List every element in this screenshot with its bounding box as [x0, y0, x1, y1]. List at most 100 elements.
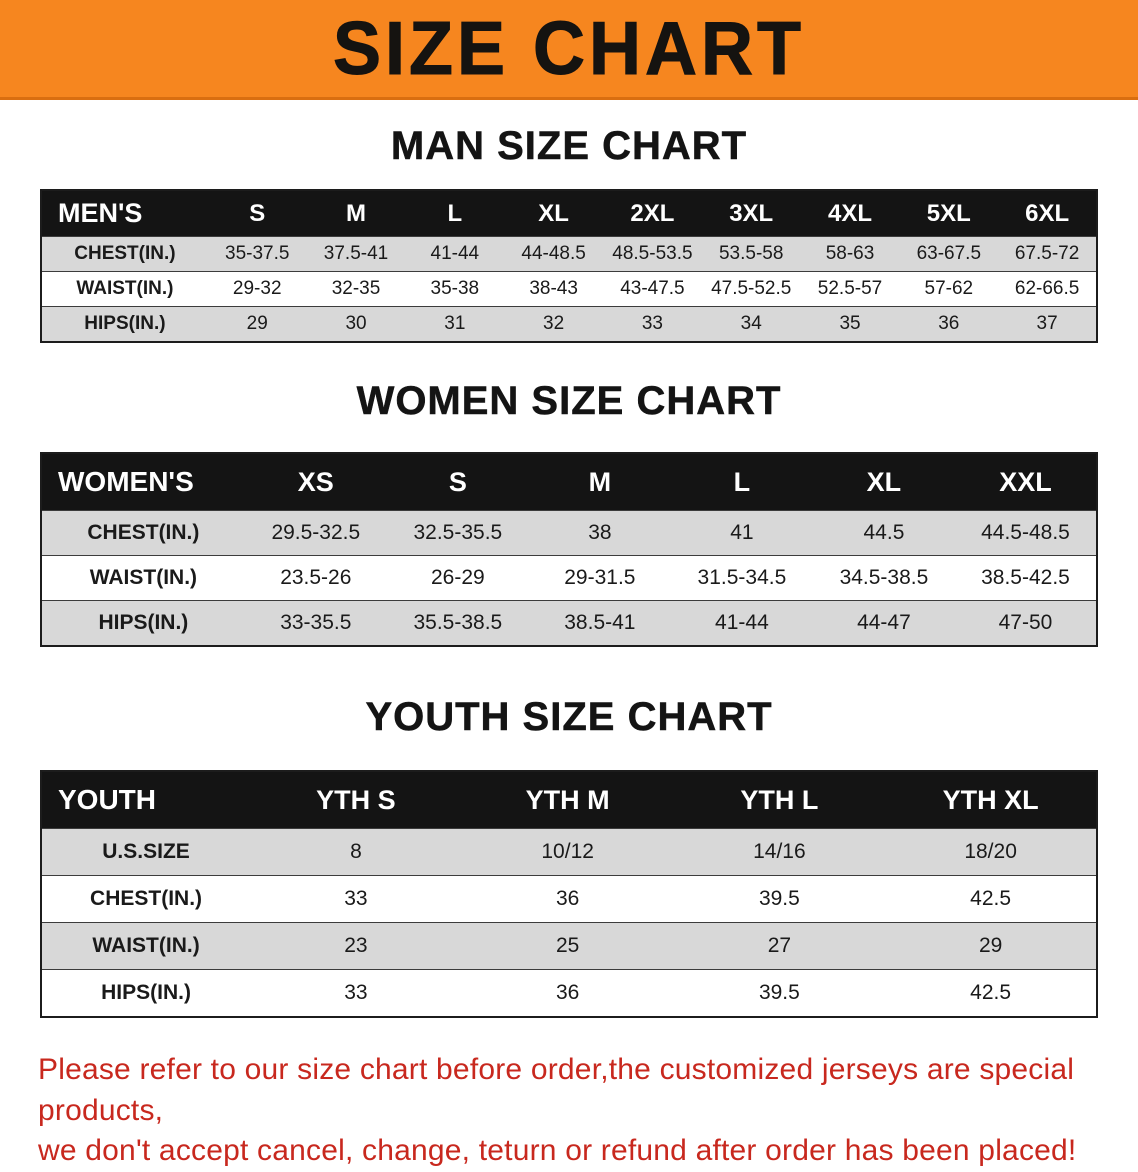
column-header: L — [405, 190, 505, 237]
table-cell: 42.5 — [970, 981, 1012, 1004]
table-cell: 53.5-58 — [718, 243, 784, 264]
table-cell: 62-66.5 — [1014, 278, 1080, 299]
table-cell: 32.5-35.5 — [413, 521, 503, 544]
table-cell: 33 — [344, 981, 368, 1004]
table-cell: 39.5 — [758, 981, 800, 1004]
column-header: XXL — [954, 453, 1097, 511]
table-cell: 33 — [344, 887, 368, 910]
men-section-title: MAN SIZE CHART — [390, 124, 748, 169]
table-cell: 38 — [588, 521, 612, 544]
disclaimer: Please refer to our size chart before or… — [38, 1050, 1100, 1172]
table-row: WAIST(IN.) 23 25 27 29 — [41, 922, 1097, 970]
table-row: WAIST(IN.) 29-32 32-35 35-38 38-43 43-47.5 47.… — [41, 271, 1097, 307]
table-cell: 30 — [345, 313, 367, 334]
table-cell: 35 — [839, 313, 861, 334]
table-cell: 23.5-26 — [280, 566, 352, 589]
table-row: HIPS(IN.) 33-35.5 35.5-38.5 38.5-41 41-44 44-… — [41, 600, 1097, 646]
size-table: YOUTH YTH S YTH M YTH L YTH XL U.S.SIZE 8 10/12… — [40, 770, 1098, 1018]
women-section-title: WOMEN SIZE CHART — [356, 379, 782, 424]
column-header: 3XL — [701, 190, 801, 237]
column-header: 5XL — [899, 190, 999, 237]
women-size-table: WOMEN'S XS S M L XL XXL CHEST(IN.) 29.5-32.5 32.5… — [40, 452, 1098, 647]
table-cell: 39.5 — [758, 887, 800, 910]
column-header: XS — [244, 453, 387, 511]
table-corner-label: YOUTH — [41, 771, 251, 829]
disclaimer-line-1: Please refer to our size chart before or… — [38, 1053, 1075, 1127]
table-cell: 26-29 — [430, 566, 485, 589]
row-label: HIPS(IN.) — [84, 313, 166, 334]
column-header: S — [207, 190, 307, 237]
table-corner-label: MEN'S — [41, 190, 208, 237]
table-cell: 48.5-53.5 — [612, 243, 693, 264]
row-label: WAIST(IN.) — [92, 934, 200, 957]
column-header: 2XL — [603, 190, 702, 237]
youth-section-title: YOUTH SIZE CHART — [365, 695, 773, 740]
column-header: S — [386, 453, 529, 511]
table-cell: 8 — [350, 840, 362, 863]
column-header: M — [306, 190, 406, 237]
table-row: HIPS(IN.) 29 30 31 32 33 34 35 36 37 — [41, 306, 1097, 342]
table-cell: 44-48.5 — [521, 243, 586, 264]
row-label: HIPS(IN.) — [101, 981, 191, 1004]
disclaimer-line-2: we don't accept cancel, change, teturn o… — [38, 1134, 1077, 1167]
table-cell: 10/12 — [541, 840, 594, 863]
column-header: XL — [812, 453, 955, 511]
youth-size-table: YOUTH YTH S YTH M YTH L YTH XL U.S.SIZE 8 10/12… — [40, 770, 1098, 1018]
row-label: HIPS(IN.) — [98, 611, 189, 634]
row-label: CHEST(IN.) — [90, 887, 203, 910]
column-header: XL — [504, 190, 604, 237]
men-size-table: MEN'S S M L XL 2XL 3XL 4XL 5XL 6XL CHEST(IN.) 35-37… — [40, 189, 1098, 343]
table-row: U.S.SIZE 8 10/12 14/16 18/20 — [41, 828, 1097, 876]
table-cell: 41 — [730, 521, 754, 544]
table-cell: 38.5-42.5 — [981, 566, 1070, 589]
table-cell: 63-67.5 — [916, 243, 982, 264]
table-cell: 58-63 — [825, 243, 875, 264]
table-cell: 18/20 — [964, 840, 1017, 863]
table-cell: 44.5-48.5 — [981, 521, 1070, 544]
table-cell: 36 — [555, 887, 580, 910]
column-header: YTH L — [673, 771, 886, 829]
size-table: WOMEN'S XS S M L XL XXL CHEST(IN.) 29.5-32.5 32.5… — [40, 452, 1098, 647]
page-title: SIZE CHART — [333, 6, 805, 91]
row-label: WAIST(IN.) — [76, 278, 174, 299]
table-cell: 37 — [1036, 313, 1058, 334]
table-cell: 31 — [444, 313, 466, 334]
table-cell: 32 — [543, 313, 565, 334]
table-cell: 41-44 — [430, 243, 480, 264]
table-cell: 29.5-32.5 — [271, 521, 361, 544]
size-table: MEN'S S M L XL 2XL 3XL 4XL 5XL 6XL CHEST(IN.) 35-37… — [40, 189, 1098, 343]
table-cell: 34 — [740, 313, 762, 334]
banner: SIZE CHART — [0, 0, 1138, 100]
table-cell: 35-37.5 — [225, 243, 290, 264]
women-section: WOMEN SIZE CHART WOMEN'S XS S M L XL XXL CHEST(… — [0, 379, 1138, 647]
table-cell: 33 — [641, 313, 663, 334]
table-row: CHEST(IN.) 29.5-32.5 32.5-35.5 38 41 44.5 44.5… — [41, 510, 1097, 556]
table-cell: 23 — [344, 934, 368, 957]
table-cell: 27 — [767, 934, 792, 957]
table-cell: 47.5-52.5 — [711, 278, 792, 299]
row-label: U.S.SIZE — [102, 840, 190, 863]
table-cell: 29-31.5 — [564, 566, 636, 589]
table-cell: 67.5-72 — [1014, 243, 1080, 264]
table-cell: 33-35.5 — [280, 611, 352, 634]
column-header: L — [670, 453, 813, 511]
table-cell: 57-62 — [924, 278, 974, 299]
table-cell: 38.5-41 — [564, 611, 636, 634]
table-cell: 35-38 — [430, 278, 480, 299]
table-cell: 29-32 — [232, 278, 282, 299]
column-header: YTH XL — [885, 771, 1097, 829]
column-header: 4XL — [800, 190, 900, 237]
men-section: MAN SIZE CHART MEN'S S M L XL 2XL 3XL 4XL 5XL 6XL… — [0, 124, 1138, 343]
table-row: HIPS(IN.) 33 36 39.5 42.5 — [41, 969, 1097, 1017]
table-cell: 43-47.5 — [620, 278, 685, 299]
table-cell: 36 — [938, 313, 960, 334]
table-cell: 25 — [555, 934, 580, 957]
table-cell: 32-35 — [331, 278, 381, 299]
table-cell: 29 — [978, 934, 1003, 957]
table-row: CHEST(IN.) 35-37.5 37.5-41 41-44 44-48.5 48.5… — [41, 236, 1097, 272]
table-header-row: WOMEN'S XS S M L XL XXL — [41, 453, 1097, 511]
row-label: CHEST(IN.) — [74, 243, 176, 264]
table-cell: 14/16 — [753, 840, 806, 863]
youth-section: YOUTH SIZE CHART YOUTH YTH S YTH M YTH L YTH… — [0, 695, 1138, 1018]
table-row: CHEST(IN.) 33 36 39.5 42.5 — [41, 875, 1097, 923]
